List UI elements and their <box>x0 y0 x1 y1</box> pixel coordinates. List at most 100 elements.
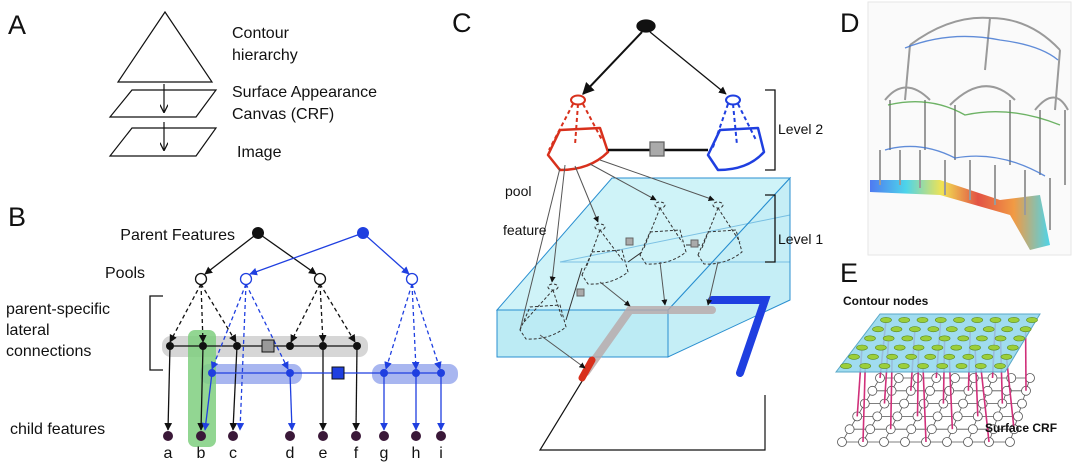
panel-e-render-part-part <box>865 424 876 435</box>
panel-c-level1-part-part <box>539 334 586 369</box>
panel-e-render-part-part <box>856 344 868 351</box>
panel-c-text-part: Level 2 <box>778 121 823 137</box>
panel-b-edges-part-part <box>164 345 173 431</box>
panel-e-render-part-part <box>953 317 965 323</box>
panel-b-edges-part-part <box>362 232 410 275</box>
panel-a-text-part: hierarchy <box>232 47 298 64</box>
panel-b-nodes-part-part <box>318 431 328 441</box>
panel-e-render-part-part <box>1007 317 1020 323</box>
panel-e-render-part-part <box>1019 326 1032 333</box>
panel-c-level1-part-part <box>697 229 743 265</box>
panel-a-text: Contour hierarchy Surface Appearance Can… <box>232 25 377 161</box>
panel-e-render-part-part <box>1025 373 1035 383</box>
panel-e-render-part-part <box>893 373 904 383</box>
panel-c-level2-part-part <box>574 103 579 146</box>
panel-e-render <box>834 313 1041 447</box>
panel-b-edges-part-part-part <box>290 283 321 343</box>
panel-b-edges-part-part-part <box>384 283 413 370</box>
panel-c-level1-part-part <box>599 229 625 263</box>
panel-b-edges-part-part-part <box>169 283 202 343</box>
panel-e-render-part-part <box>1000 353 1013 360</box>
panel-a-text-part: Contour <box>232 25 290 42</box>
panel-b-edges-part-part-part <box>200 283 237 343</box>
panel-e-render-part-part <box>922 365 927 443</box>
panel-c-level2-part <box>725 94 741 106</box>
panel-e-text-part: Surface CRF <box>985 421 1057 435</box>
panel-b-edges-part-part <box>197 345 206 431</box>
panel-e-render-part-part <box>1017 398 1027 409</box>
panel-b-edges-part-part-part <box>411 283 442 370</box>
panel-b-text-part-part: i <box>439 445 443 462</box>
panel-e-render-part-part <box>963 437 973 447</box>
panel-a-shapes <box>108 10 218 157</box>
panel-c-level1-part-part <box>519 304 567 340</box>
panel-a-shapes-part <box>108 89 218 118</box>
panel-c-text-part: feature <box>503 222 547 238</box>
panel-d-render-part <box>879 16 1069 230</box>
panel-b-text-part-part: f <box>354 445 359 462</box>
panel-d-render-part-part <box>879 150 1051 230</box>
panel-a-text-part: Surface Appearance <box>232 84 377 101</box>
panel-d-render-part <box>884 35 1059 177</box>
panel-b-text-part: Parent Features <box>120 227 235 244</box>
panel-e-render-part-part <box>982 326 995 333</box>
panel-c-level1-part-part <box>701 207 719 249</box>
panel-c-level2-part <box>649 141 665 157</box>
panel-c-level2-part <box>711 103 757 151</box>
panel-labels-part: E <box>840 258 858 288</box>
panel-e-render-part-part <box>867 353 879 360</box>
panel-e-render-part-part <box>927 326 940 333</box>
panel-e-render-part-part <box>957 335 970 342</box>
panel-e-render-part-part <box>950 373 960 383</box>
panel-b-nodes-part-part <box>228 431 238 441</box>
panel-b-edges-part <box>149 295 163 371</box>
panel-e-render-part-part <box>969 344 981 351</box>
panel-e-render-part-part <box>931 344 944 351</box>
panel-b-edges-part <box>201 232 445 431</box>
panel-b-nodes-part-part <box>319 342 327 350</box>
panel-b-edges-part-part-part <box>318 283 327 343</box>
panel-c-level1-part-part <box>585 229 601 269</box>
panel-c-level1-part-part <box>581 249 629 285</box>
panel-c-level1 <box>519 159 743 369</box>
panel-b-edges-part-part-part <box>236 283 247 431</box>
panel-e-render-part-part <box>942 437 952 447</box>
panel-e-render-part-part <box>867 385 878 396</box>
panel-b-text-part-part: h <box>412 445 421 462</box>
panel-c-level1-part-part <box>706 261 719 306</box>
panel-e-render-part <box>840 317 1038 369</box>
panel-a-text-part: Image <box>237 144 282 161</box>
panel-b-nodes-part-part <box>166 342 174 350</box>
panel-b-text-part: connections <box>6 343 91 360</box>
panel-c-level1-part-part <box>639 229 687 265</box>
panel-b-edges-part-part <box>229 345 238 431</box>
panel-c-level2-part <box>649 31 727 95</box>
panel-e-render-part-part <box>880 317 892 323</box>
panel-e-render-part-part <box>879 437 889 447</box>
panel-b-edges-part-part-part <box>411 283 420 370</box>
panel-c-level2-part <box>636 19 656 33</box>
panel-b-edges-part-part-part <box>319 283 356 343</box>
panel-b-text-part-part: b <box>197 445 206 462</box>
panel-labels-part: D <box>840 8 860 38</box>
panel-e-render-part-part <box>926 424 937 435</box>
panel-e-render-part-part <box>892 411 903 422</box>
panel-b-edges-part-part <box>210 283 442 431</box>
panel-labels-part: A <box>8 10 26 40</box>
panel-b-nodes-part-part <box>380 369 388 377</box>
panel-e-render-part-part <box>925 385 935 396</box>
panel-d-render-part-part <box>884 85 1069 111</box>
panel-c-level1-part-part <box>659 261 668 306</box>
panel-c-contour-part <box>708 296 771 377</box>
panel-e-render-part-part <box>993 411 1003 422</box>
panel-c-level2-part <box>546 126 610 172</box>
panel-e-render-part-part <box>944 385 955 396</box>
panel-e-render-part-part <box>900 437 910 447</box>
panel-e-render-part-part <box>882 335 895 342</box>
panel-b-nodes-part-part <box>437 369 445 377</box>
panel-c-level1-box <box>495 176 792 358</box>
panel-c-level2 <box>546 19 776 263</box>
panel-e-render-part-part <box>890 326 903 333</box>
panel-e-text-part: Contour nodes <box>843 294 929 308</box>
panel-c-level1-part-part <box>589 163 657 201</box>
